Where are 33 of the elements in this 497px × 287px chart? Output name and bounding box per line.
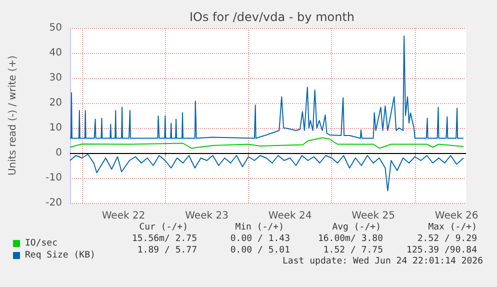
x-tick-label: Week 23 xyxy=(185,210,228,222)
text: 0.00 / 5.01 xyxy=(230,246,290,256)
text: Cur (-/+) xyxy=(139,222,188,232)
y-axis-title: Units read (-) / write (+) xyxy=(8,55,18,176)
y-tick-label: -10 xyxy=(46,172,62,184)
text: 0.00 / 1.43 xyxy=(230,234,290,244)
x-tick-label: Week 25 xyxy=(352,210,395,222)
x-tick-label: Week 24 xyxy=(268,210,312,222)
chart-title: IOs for /dev/vda - by month xyxy=(189,10,355,24)
line-series xyxy=(70,36,464,139)
legend-label: Req Size (KB) xyxy=(25,250,96,260)
y-tick-label: 0 xyxy=(56,148,62,158)
x-tick-label: Week 22 xyxy=(102,210,146,222)
y-tick-label: -20 xyxy=(46,198,62,208)
y-tick-label: 50 xyxy=(49,22,62,34)
text: Min (-/+) xyxy=(235,222,284,232)
text: 15.56m/ 2.75 xyxy=(132,234,197,244)
legend-label: IO/sec xyxy=(25,238,58,248)
text: 2.52 / 9.29 xyxy=(417,234,477,244)
line-series xyxy=(70,154,464,192)
text: Max (-/+) xyxy=(428,222,477,232)
text: 1.52 / 7.75 xyxy=(323,246,383,256)
text: 1.89 / 5.77 xyxy=(137,246,197,256)
y-tick-label: 40 xyxy=(49,48,62,58)
y-tick-label: 20 xyxy=(49,98,62,108)
x-tick-label: Week 26 xyxy=(434,210,478,222)
text: Last update: Wed Jun 24 22:01:14 2026 xyxy=(282,256,483,266)
text: 16.00m/ 3.80 xyxy=(318,234,383,244)
line-series xyxy=(70,137,464,149)
y-tick-label: 10 xyxy=(49,122,62,134)
y-tick-label: 30 xyxy=(49,72,62,84)
text: 125.39 /90.84 xyxy=(406,246,477,256)
text: Avg (-/+) xyxy=(332,222,381,232)
